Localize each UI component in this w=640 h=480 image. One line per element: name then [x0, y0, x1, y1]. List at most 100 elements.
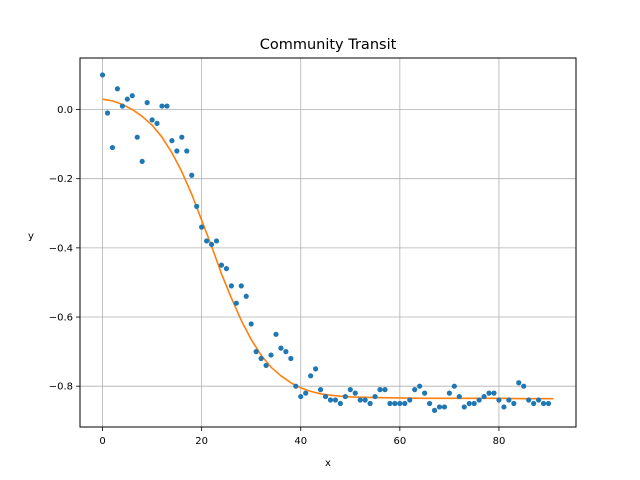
data-point: [367, 400, 373, 407]
data-point: [208, 241, 215, 248]
data-point: [283, 349, 289, 355]
data-point: [114, 86, 121, 92]
data-point: [139, 158, 145, 165]
data-point: [298, 393, 304, 400]
data-points: [99, 72, 552, 414]
x-axis-label: x: [325, 458, 331, 469]
data-point: [308, 373, 314, 379]
data-point: [263, 362, 269, 369]
data-point: [199, 224, 205, 230]
data-point: [540, 400, 547, 407]
x-tick-label: 60: [393, 436, 406, 447]
data-point: [278, 345, 284, 351]
data-point: [288, 355, 294, 362]
data-point: [268, 352, 274, 358]
chart-title: Community Transit: [260, 37, 397, 53]
data-point: [456, 393, 462, 400]
data-point: [511, 400, 517, 407]
data-point: [174, 148, 180, 154]
data-point: [496, 397, 502, 403]
data-point: [213, 238, 220, 244]
data-point: [313, 366, 319, 372]
data-point: [303, 390, 309, 396]
data-point: [243, 293, 249, 299]
data-point: [184, 148, 190, 154]
data-point: [228, 283, 234, 289]
data-point: [134, 134, 140, 140]
y-tick-label: 0.0: [57, 105, 73, 116]
data-point: [347, 387, 353, 393]
data-point: [332, 397, 339, 403]
data-point: [159, 103, 165, 109]
x-axis: 0 20 40 60 80: [99, 427, 505, 447]
data-point: [258, 355, 264, 362]
data-point: [402, 400, 408, 407]
data-point: [422, 390, 428, 396]
data-point: [412, 387, 418, 393]
data-point: [322, 393, 329, 400]
data-point: [501, 404, 507, 410]
data-point: [521, 383, 527, 389]
data-point: [426, 400, 433, 407]
data-point: [506, 397, 512, 403]
data-point: [362, 397, 368, 403]
data-point: [471, 400, 477, 407]
data-point: [204, 238, 210, 244]
data-point: [248, 321, 254, 327]
data-point: [516, 380, 522, 386]
data-point: [327, 397, 334, 403]
data-point: [417, 383, 423, 389]
y-axis: 0.0 −0.2 −0.4 −0.6 −0.8: [49, 105, 80, 393]
data-point: [119, 103, 125, 109]
y-tick-label: −0.4: [49, 243, 73, 254]
data-point: [397, 400, 403, 407]
data-point: [342, 393, 348, 400]
fit-line-group: [102, 98, 554, 400]
data-point: [431, 407, 438, 414]
data-point: [352, 390, 358, 396]
x-tick-label: 20: [195, 436, 208, 447]
y-tick-label: −0.6: [49, 313, 73, 324]
data-point: [392, 400, 398, 407]
data-point: [476, 397, 482, 403]
x-tick-label: 40: [294, 436, 307, 447]
data-point: [99, 72, 106, 78]
y-tick-label: −0.2: [49, 174, 73, 185]
fit-line: [102, 98, 554, 400]
data-point: [273, 331, 279, 337]
data-point: [124, 96, 130, 102]
data-point: [317, 387, 324, 393]
data-point: [218, 262, 225, 268]
data-point: [253, 349, 259, 355]
data-point: [164, 103, 170, 109]
data-point: [377, 387, 383, 393]
data-point: [223, 266, 230, 272]
data-point: [387, 400, 393, 407]
data-point: [531, 400, 537, 407]
data-point: [535, 397, 542, 403]
data-point: [451, 383, 457, 389]
y-tick-label: −0.8: [49, 382, 73, 393]
data-point: [526, 397, 532, 403]
data-point: [446, 390, 452, 396]
data-point: [293, 383, 299, 389]
data-point: [545, 400, 552, 407]
data-point: [461, 404, 467, 410]
data-point: [441, 404, 448, 410]
data-point: [154, 120, 160, 126]
data-point: [189, 172, 195, 178]
data-point: [436, 404, 443, 410]
plot-frame: [79, 57, 577, 428]
data-point: [481, 393, 487, 400]
y-axis-label: y: [28, 231, 34, 242]
data-point: [407, 397, 413, 403]
data-point: [149, 117, 155, 123]
data-point: [466, 400, 472, 407]
grid: [80, 58, 576, 427]
data-point: [169, 138, 175, 144]
data-point: [491, 390, 497, 396]
data-point: [337, 400, 343, 407]
data-point: [144, 100, 150, 106]
